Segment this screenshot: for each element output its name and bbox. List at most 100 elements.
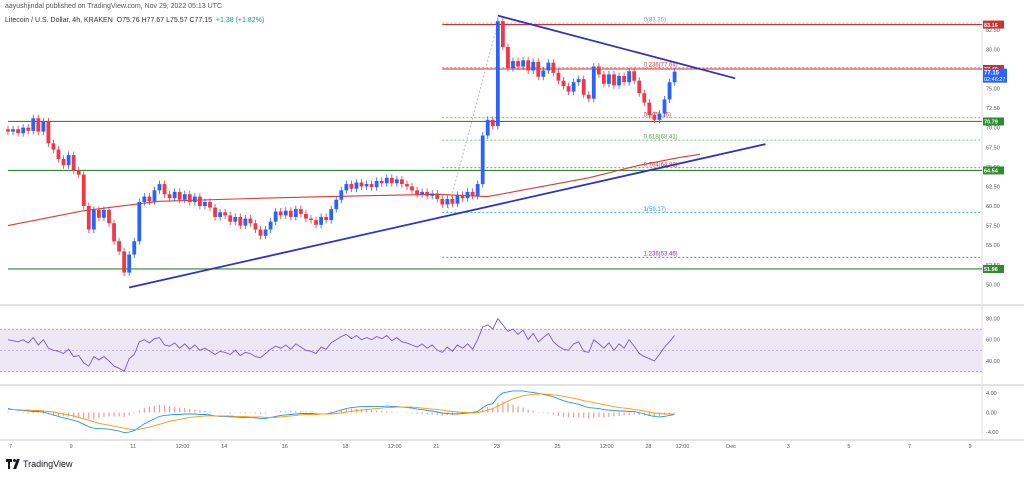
- x-tick-label: 28: [645, 444, 651, 450]
- candle: [324, 216, 329, 221]
- candle: [571, 82, 576, 92]
- level-price-tag: 51.96: [983, 264, 1004, 273]
- x-tick-label: 12:00: [388, 444, 402, 450]
- candle: [263, 229, 268, 236]
- candle: [117, 241, 121, 252]
- macd-tick-label: -4.00: [986, 430, 999, 436]
- candle: [511, 61, 515, 69]
- candle: [76, 170, 81, 175]
- level-price-tag-label: 83.16: [984, 23, 998, 29]
- candle: [420, 191, 424, 195]
- candle: [334, 199, 339, 210]
- moving-average-line: [7, 153, 700, 227]
- candle: [430, 193, 435, 196]
- candle: [182, 194, 187, 200]
- candle: [657, 113, 662, 120]
- candle: [586, 94, 591, 99]
- candle: [490, 119, 495, 127]
- level-price-tag-bg: [983, 166, 1004, 175]
- x-tick-label: 7: [9, 444, 12, 450]
- fib-trend-line: [447, 23, 499, 213]
- candle: [384, 177, 389, 184]
- candle: [501, 21, 505, 47]
- candle: [521, 60, 525, 67]
- candle: [278, 211, 283, 216]
- candle: [516, 61, 520, 67]
- candle: [546, 62, 551, 71]
- candle: [273, 211, 278, 222]
- candle: [374, 180, 379, 188]
- y-tick-label: 75.00: [986, 87, 1000, 93]
- candle: [339, 190, 344, 200]
- candle: [314, 220, 318, 225]
- candle: [157, 184, 162, 191]
- candle: [177, 191, 182, 200]
- macd-signal-line: [8, 393, 675, 431]
- candle: [480, 135, 485, 185]
- level-price-tag-bg: [983, 117, 1004, 126]
- candle: [622, 75, 626, 83]
- candle: [672, 71, 677, 83]
- candle: [526, 60, 531, 71]
- candle: [647, 102, 652, 116]
- trendline: [129, 143, 766, 289]
- candle: [61, 159, 66, 166]
- candle: [551, 62, 556, 73]
- candle: [612, 74, 616, 86]
- x-tick-label: 11: [130, 444, 136, 450]
- candle: [253, 223, 258, 230]
- candle: [167, 194, 172, 199]
- fib-level-label: 0(83.35): [644, 18, 666, 24]
- candle: [531, 61, 536, 71]
- candle: [642, 93, 647, 103]
- tradingview-logo-text: TradingView: [23, 459, 73, 469]
- candle: [379, 180, 384, 184]
- fib-level-label: 0.618(68.41): [644, 135, 678, 141]
- candle: [410, 186, 414, 191]
- candle: [425, 191, 430, 196]
- tradingview-logo[interactable]: TradingView: [6, 459, 73, 469]
- candle: [299, 209, 303, 214]
- candle: [465, 191, 470, 199]
- x-tick-label: 18: [342, 444, 348, 450]
- fib-level-label: 1(59.17): [644, 207, 666, 213]
- y-tick-label: 70.00: [986, 126, 1000, 132]
- candle: [329, 209, 334, 221]
- candle: [400, 179, 404, 185]
- last-price-value: 77.15: [984, 71, 1000, 77]
- rsi-band: [0, 329, 982, 372]
- publish-info: aayushjindal published on TradingView.co…: [5, 3, 223, 10]
- candle: [6, 129, 10, 132]
- candle: [223, 212, 228, 216]
- candle: [147, 196, 152, 202]
- candle: [596, 66, 601, 75]
- chart-footer: TradingView: [0, 456, 1024, 472]
- level-price-tag: 70.79: [983, 117, 1004, 126]
- candle: [309, 218, 313, 221]
- y-tick-label: 67.50: [986, 145, 1000, 151]
- candle: [319, 216, 323, 225]
- candle: [506, 46, 510, 69]
- candle: [41, 121, 46, 132]
- macd-line: [7, 390, 675, 434]
- x-tick-label: 5: [847, 444, 850, 450]
- y-tick-label: 72.50: [986, 106, 1000, 112]
- y-tick-label: 62.50: [986, 184, 1000, 190]
- candle: [112, 223, 116, 242]
- candle: [218, 212, 222, 217]
- candle: [31, 118, 36, 131]
- y-tick-label: 55.00: [986, 243, 1000, 249]
- candle: [349, 184, 354, 189]
- candle: [450, 198, 455, 204]
- candle: [26, 127, 31, 131]
- candle: [485, 119, 490, 136]
- candle: [293, 209, 298, 217]
- candle: [652, 115, 657, 120]
- level-price-tag-label: 64.54: [984, 169, 999, 175]
- fib-level-label: 0.5(71.26): [644, 112, 671, 118]
- candle: [187, 194, 192, 203]
- candle: [602, 74, 606, 84]
- candle: [637, 80, 642, 94]
- candle: [97, 209, 101, 218]
